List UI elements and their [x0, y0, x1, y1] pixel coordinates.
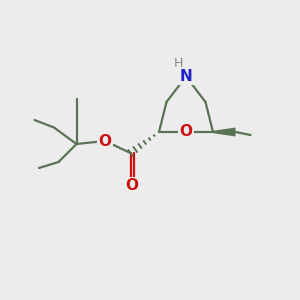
Text: H: H [174, 57, 183, 70]
Polygon shape [213, 128, 236, 136]
Text: O: O [125, 178, 138, 194]
Text: N: N [180, 69, 192, 84]
Text: O: O [98, 134, 112, 148]
Text: O: O [179, 124, 193, 140]
